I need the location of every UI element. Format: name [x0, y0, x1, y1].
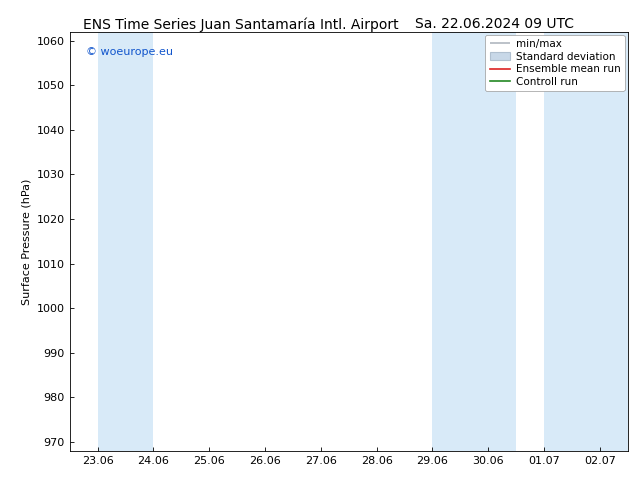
Text: © woeurope.eu: © woeurope.eu	[86, 47, 174, 56]
Bar	[98, 32, 153, 451]
Text: Sa. 22.06.2024 09 UTC: Sa. 22.06.2024 09 UTC	[415, 17, 574, 31]
Text: ENS Time Series Juan Santamaría Intl. Airport: ENS Time Series Juan Santamaría Intl. Ai…	[83, 17, 399, 32]
Legend: min/max, Standard deviation, Ensemble mean run, Controll run: min/max, Standard deviation, Ensemble me…	[486, 35, 624, 91]
Bar	[544, 32, 628, 451]
Bar	[432, 32, 516, 451]
Y-axis label: Surface Pressure (hPa): Surface Pressure (hPa)	[21, 178, 31, 304]
